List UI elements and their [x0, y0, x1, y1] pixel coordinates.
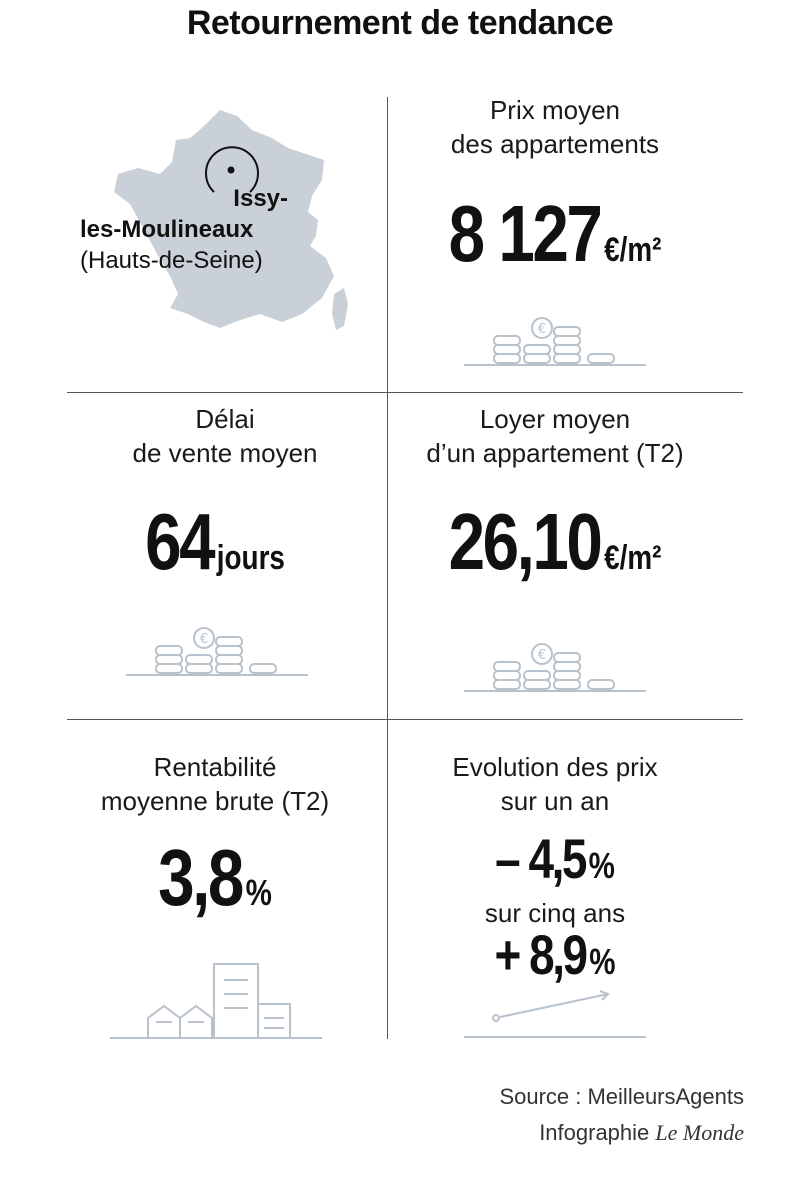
location-department: (Hauts-de-Seine) — [80, 247, 263, 274]
rentabilite-label-line2: moyenne brute (T2) — [100, 786, 330, 816]
evolution-five-year-number: + 8,9 — [494, 923, 588, 986]
evolution-one-year-value: – 4,5 % — [412, 826, 699, 891]
evolution-five-year-value: + 8,9 % — [412, 922, 699, 987]
delai-unit: jours — [216, 539, 285, 577]
rentabilite-label: Rentabilité moyenne brute (T2) — [50, 750, 380, 818]
prix-label-line2: des appartements — [450, 129, 660, 159]
delai-number: 64 — [145, 497, 216, 586]
rentabilite-unit: % — [245, 872, 272, 913]
prix-number: 8 127 — [448, 189, 603, 278]
coins-icon: € — [464, 643, 646, 692]
delai-value: 64 jours — [72, 496, 359, 588]
horizontal-divider-1 — [67, 392, 743, 393]
evolution-one-year-unit: % — [588, 845, 615, 886]
rentabilite-value: 3,8 % — [72, 832, 359, 924]
prix-label: Prix moyen des appartements — [390, 93, 720, 161]
loyer-number: 26,10 — [448, 497, 603, 586]
source-text: Source : MeilleursAgents — [499, 1084, 744, 1109]
loyer-value: 26,10 €/m² — [412, 496, 699, 588]
delai-label-line1: Délai — [195, 404, 255, 434]
evolution-label: Evolution des prix sur un an — [390, 750, 720, 818]
evolution-label-line1: Evolution des prix — [452, 752, 658, 782]
evolution-five-year-unit: % — [589, 941, 616, 982]
loyer-label-line2: d’un appartement (T2) — [426, 438, 684, 468]
svg-text:€: € — [200, 632, 208, 647]
horizontal-divider-2 — [67, 719, 743, 720]
loyer-label: Loyer moyen d’un appartement (T2) — [390, 402, 720, 470]
page-title: Retournement de tendance — [186, 4, 614, 42]
location-name-line2: les-Moulineaux — [80, 216, 254, 243]
prix-unit: €/m² — [604, 231, 662, 269]
location-marker-icon — [205, 146, 259, 193]
loyer-unit: €/m² — [604, 539, 662, 577]
coins-icon: € — [464, 317, 646, 366]
prix-label-line1: Prix moyen — [489, 95, 621, 125]
coins-icon: € — [126, 627, 308, 676]
credit-text: Infographie Le Monde — [539, 1120, 744, 1146]
delai-label: Délai de vente moyen — [60, 402, 390, 470]
buildings-icon — [110, 963, 322, 1039]
prix-value: 8 127 €/m² — [412, 188, 699, 280]
location-label: Issy- les-Moulineaux (Hauts-de-Seine) — [80, 183, 290, 276]
svg-text:€: € — [538, 648, 546, 663]
evolution-label-line2: sur un an — [500, 786, 610, 816]
evolution-five-year-label: sur cinq ans — [484, 898, 626, 928]
credit-name: Le Monde — [655, 1120, 744, 1145]
svg-text:€: € — [538, 322, 546, 337]
vertical-divider — [387, 97, 388, 1039]
loyer-label-line1: Loyer moyen — [479, 404, 631, 434]
france-map-icon — [114, 110, 348, 330]
rentabilite-number: 3,8 — [158, 833, 244, 922]
trend-arrow-icon — [464, 990, 646, 1038]
credit-prefix: Infographie — [539, 1120, 650, 1145]
delai-label-line2: de vente moyen — [132, 438, 318, 468]
evolution-one-year-number: – 4,5 — [495, 827, 587, 890]
rentabilite-label-line1: Rentabilité — [153, 752, 277, 782]
location-name-line1: Issy- — [233, 185, 288, 212]
